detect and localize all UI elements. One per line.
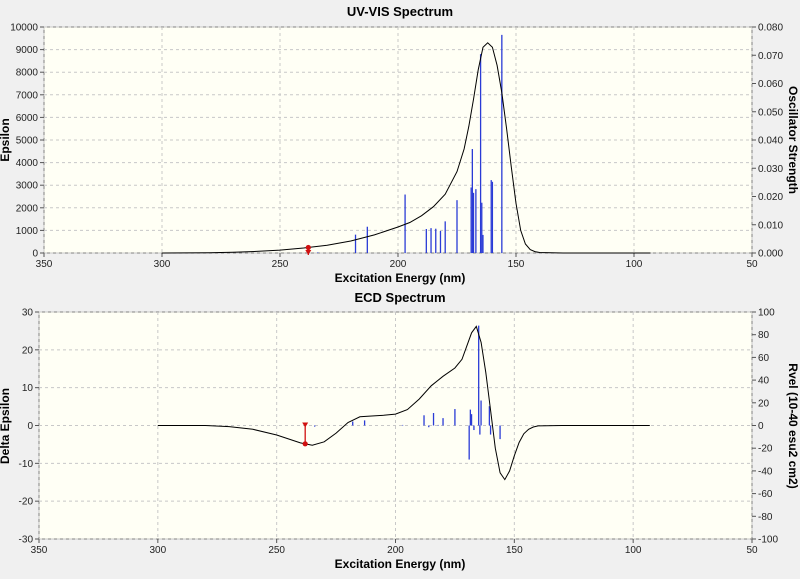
y-tick-label: 20: [22, 345, 34, 356]
ecd-curve: [157, 325, 650, 481]
x-tick-label: 300: [149, 545, 166, 556]
uv-vis-marker[interactable]: [305, 244, 312, 255]
selection-marker-point: [305, 244, 311, 251]
y-tick-label: 1000: [16, 226, 39, 237]
ecd-grid: [38, 311, 753, 540]
ecd-y-axis-label: Delta Epsilon: [0, 388, 12, 464]
ecd-y2-axis-label: Rvel (10-40 esu2 cm2): [786, 363, 800, 488]
x-tick-label: 100: [626, 259, 643, 270]
y-tick-label: 2000: [16, 203, 39, 214]
y2-tick-label: 0.000: [758, 249, 783, 260]
uv-vis-ticks: 350 300 250 200 150 100 50 0 1000 2000 3000 4000 500…: [10, 23, 783, 271]
ecd-title: ECD Spectrum: [354, 290, 445, 305]
y2-tick-label: 0.070: [758, 51, 783, 62]
selection-marker-arrow: [305, 250, 312, 255]
x-tick-label: 150: [508, 259, 525, 270]
x-tick-label: 100: [625, 545, 642, 556]
x-tick-label: 200: [390, 259, 407, 270]
y-tick-label: 30: [22, 308, 34, 319]
uv-vis-curve: [161, 42, 651, 254]
y-tick-label: -10: [19, 459, 34, 470]
y-tick-label: -20: [19, 497, 34, 508]
x-tick-label: 250: [272, 259, 289, 270]
selection-marker-arrow: [302, 422, 309, 428]
uv-vis-grid: [43, 26, 753, 254]
x-tick-label: 250: [268, 545, 285, 556]
y2-tick-label: 0.010: [758, 220, 783, 231]
y2-tick-label: 100: [758, 308, 775, 319]
y-tick-label: 5000: [16, 136, 39, 147]
selection-marker-point: [302, 441, 308, 447]
y2-tick-label: -40: [758, 466, 773, 477]
uv-vis-sticks: [307, 34, 503, 253]
x-tick-label: 350: [31, 545, 48, 556]
y2-tick-label: 0.060: [758, 79, 783, 90]
y2-tick-label: 0.080: [758, 23, 783, 34]
ecd-sticks: [314, 325, 501, 460]
x-tick-label: 50: [746, 259, 758, 270]
y2-tick-label: 0.040: [758, 136, 783, 147]
ecd-x-axis-label: Excitation Energy (nm): [335, 557, 466, 571]
y2-tick-label: 60: [758, 353, 770, 364]
x-tick-label: 300: [154, 259, 171, 270]
y-tick-label: 3000: [16, 181, 39, 192]
uv-vis-title: UV-VIS Spectrum: [347, 4, 453, 19]
y2-tick-label: 0: [758, 421, 764, 432]
y-tick-label: 0: [32, 249, 38, 260]
y2-tick-label: 0.050: [758, 107, 783, 118]
y-tick-label: 9000: [16, 45, 39, 56]
uv-vis-x-axis-label: Excitation Energy (nm): [335, 271, 466, 285]
uv-vis-y-axis-label: Epsilon: [0, 118, 12, 161]
y2-tick-label: 80: [758, 330, 770, 341]
uv-vis-panel: UV-VIS Spectrum 350 300 250 200 150 100 50 0 100…: [0, 4, 800, 285]
y2-tick-label: -80: [758, 512, 773, 523]
y-tick-label: 4000: [16, 158, 39, 169]
y-tick-label: 6000: [16, 113, 39, 124]
y2-tick-label: -20: [758, 444, 773, 455]
x-tick-label: 200: [387, 545, 404, 556]
y2-tick-label: -60: [758, 489, 773, 500]
y2-tick-label: 40: [758, 376, 770, 387]
y-tick-label: 10000: [10, 23, 38, 34]
ecd-ticks: 350 300 250 200 150 100 50-30-20-100102030-100…: [19, 308, 779, 557]
y2-tick-label: 0.030: [758, 164, 783, 175]
ecd-panel: ECD Spectrum 350 300 250 200 150 100 50-30-20-…: [0, 290, 800, 571]
ecd-marker[interactable]: [302, 422, 309, 447]
uv-vis-y2-axis-label: Oscillator Strength: [786, 86, 800, 194]
x-tick-label: 350: [36, 259, 53, 270]
y-tick-label: 7000: [16, 90, 39, 101]
y2-tick-label: 20: [758, 398, 770, 409]
y-tick-label: -30: [19, 535, 34, 546]
x-tick-label: 150: [506, 545, 523, 556]
y-tick-label: 0: [27, 421, 33, 432]
y2-tick-label: 0.020: [758, 192, 783, 203]
y-tick-label: 10: [22, 383, 34, 394]
x-tick-label: 50: [746, 545, 758, 556]
y-tick-label: 8000: [16, 68, 39, 79]
y2-tick-label: -100: [758, 535, 778, 546]
